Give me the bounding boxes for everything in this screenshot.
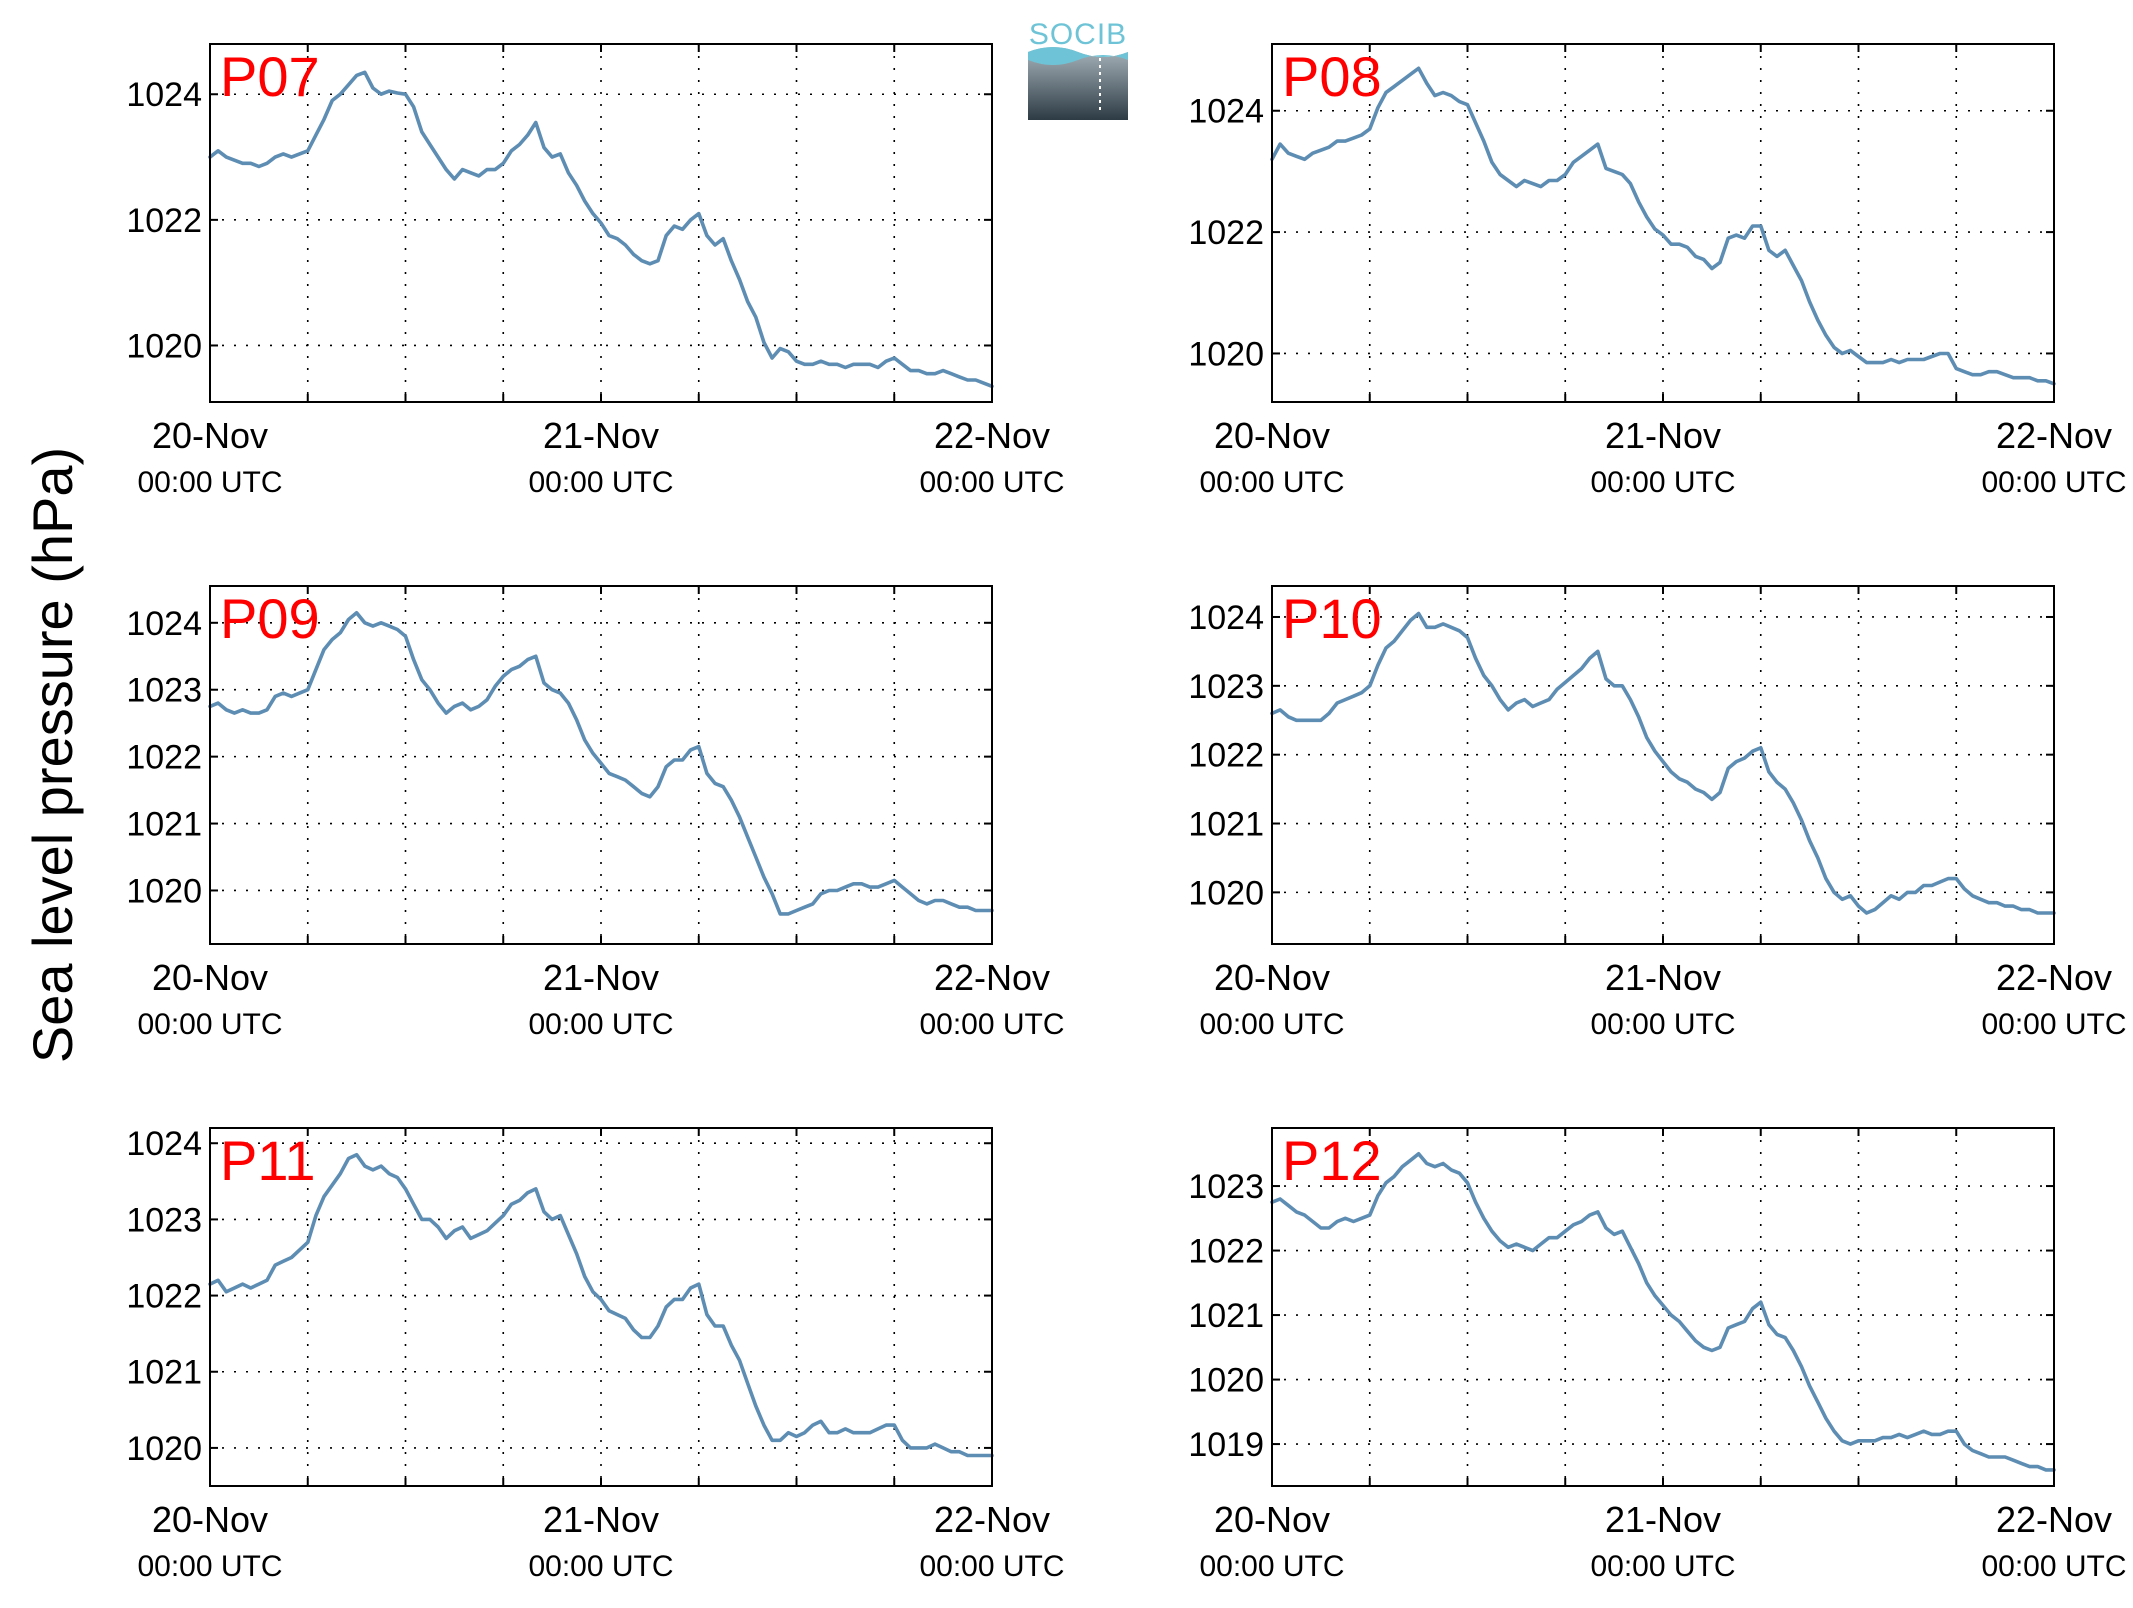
- y-tick-label: 1020: [1188, 1362, 1264, 1400]
- panel-title: P08: [1282, 45, 1382, 108]
- x-tick-label-time: 00:00 UTC: [528, 466, 673, 499]
- y-tick-label: 1020: [126, 872, 202, 910]
- socib-logo-text: SOCIB: [1029, 18, 1127, 51]
- x-tick-label-time: 00:00 UTC: [1981, 466, 2126, 499]
- x-tick-label-time: 00:00 UTC: [1590, 466, 1735, 499]
- x-tick-label-date: 20-Nov: [1214, 1499, 1330, 1540]
- y-tick-label: 1023: [126, 672, 202, 710]
- y-tick-label: 1023: [126, 1201, 202, 1239]
- series-line: [208, 1152, 994, 1458]
- x-tick-label-time: 00:00 UTC: [1199, 1550, 1344, 1583]
- y-tick-label: 1022: [126, 202, 202, 240]
- y-tick-label: 1019: [1188, 1426, 1264, 1464]
- x-tick-label-time: 00:00 UTC: [528, 1550, 673, 1583]
- y-tick-label: 1022: [1188, 737, 1264, 775]
- y-tick-label: 1021: [126, 806, 202, 844]
- y-tick-label: 1022: [1188, 1233, 1264, 1271]
- series-line: [1270, 1152, 2056, 1472]
- series-line: [1270, 611, 2056, 915]
- x-tick-label-time: 00:00 UTC: [528, 1008, 673, 1041]
- panel-title: P12: [1282, 1129, 1382, 1192]
- panel-title: P09: [220, 587, 320, 650]
- x-tick-label-time: 00:00 UTC: [1981, 1550, 2126, 1583]
- x-tick-label-time: 00:00 UTC: [919, 1550, 1064, 1583]
- x-tick-label-date: 22-Nov: [1996, 1499, 2112, 1540]
- series-line: [1270, 66, 2056, 386]
- x-tick-label-time: 00:00 UTC: [137, 466, 282, 499]
- x-tick-label-date: 20-Nov: [1214, 957, 1330, 998]
- x-tick-label-date: 21-Nov: [1605, 957, 1721, 998]
- y-tick-label: 1024: [126, 76, 202, 114]
- y-axis-label: Sea level pressure (hPa): [21, 447, 84, 1063]
- x-tick-label-time: 00:00 UTC: [1199, 1008, 1344, 1041]
- y-tick-label: 1022: [1188, 214, 1264, 252]
- x-tick-label-date: 20-Nov: [1214, 415, 1330, 456]
- y-tick-label: 1021: [1188, 1297, 1264, 1335]
- x-tick-label-date: 21-Nov: [543, 415, 659, 456]
- y-tick-label: 1024: [126, 1125, 202, 1163]
- x-tick-label-date: 22-Nov: [1996, 957, 2112, 998]
- x-tick-label-time: 00:00 UTC: [137, 1550, 282, 1583]
- y-tick-label: 1021: [126, 1354, 202, 1392]
- series-line: [208, 610, 994, 916]
- x-tick-label-date: 22-Nov: [934, 1499, 1050, 1540]
- socib-logo: SOCIB: [1028, 18, 1128, 120]
- panel-p10: 1020 1021 1022 1023 1024 20-Nov 00:00 UTC 21-No…: [1188, 585, 2127, 1041]
- axes-box: [1271, 585, 2055, 945]
- x-tick-label-time: 00:00 UTC: [919, 1008, 1064, 1041]
- y-tick-label: 1024: [126, 605, 202, 643]
- y-tick-label: 1022: [126, 739, 202, 777]
- x-tick-label-date: 20-Nov: [152, 957, 268, 998]
- x-tick-label-time: 00:00 UTC: [1590, 1550, 1735, 1583]
- y-tick-label: 1024: [1188, 599, 1264, 637]
- y-tick-label: 1023: [1188, 1168, 1264, 1206]
- x-tick-label-time: 00:00 UTC: [919, 466, 1064, 499]
- x-tick-label-date: 20-Nov: [152, 415, 268, 456]
- y-tick-label: 1022: [126, 1278, 202, 1316]
- panel-p07: 1020 1022 1024 20-Nov 00:00 UTC 21-Nov 00:00 U…: [126, 43, 1065, 499]
- y-tick-label: 1024: [1188, 93, 1264, 131]
- y-tick-label: 1021: [1188, 806, 1264, 844]
- x-tick-label-date: 21-Nov: [1605, 415, 1721, 456]
- panel-p11: 1020 1021 1022 1023 1024 20-Nov 00:00 UTC 21-No…: [126, 1125, 1064, 1583]
- y-tick-label: 1020: [1188, 335, 1264, 373]
- x-tick-label-date: 22-Nov: [934, 415, 1050, 456]
- y-tick-label: 1020: [126, 1430, 202, 1468]
- x-tick-label-date: 22-Nov: [1996, 415, 2112, 456]
- y-tick-label: 1020: [1188, 874, 1264, 912]
- x-tick-label-time: 00:00 UTC: [1590, 1008, 1735, 1041]
- x-tick-label-date: 21-Nov: [543, 957, 659, 998]
- x-tick-label-date: 22-Nov: [934, 957, 1050, 998]
- panel-p08: 1020 1022 1024 20-Nov 00:00 UTC 21-Nov 00:00 U…: [1188, 43, 2127, 499]
- x-tick-label-time: 00:00 UTC: [1199, 466, 1344, 499]
- x-tick-label-time: 00:00 UTC: [137, 1008, 282, 1041]
- series-line: [208, 70, 994, 389]
- y-tick-label: 1020: [126, 327, 202, 365]
- y-tick-label: 1023: [1188, 668, 1264, 706]
- socib-logo-wave: [1028, 47, 1128, 120]
- panel-title: P07: [220, 45, 320, 108]
- x-tick-label-date: 20-Nov: [152, 1499, 268, 1540]
- x-tick-label-date: 21-Nov: [1605, 1499, 1721, 1540]
- x-tick-label-time: 00:00 UTC: [1981, 1008, 2126, 1041]
- panel-p09: 1020 1021 1022 1023 1024 20-Nov 00:00 UTC 21-No…: [126, 585, 1065, 1041]
- x-tick-label-date: 21-Nov: [543, 1499, 659, 1540]
- axes-box: [1271, 43, 2055, 403]
- panel-title: P10: [1282, 587, 1382, 650]
- panel-p12: 1019 1020 1021 1022 1023 20-Nov 00:00 UTC 21-No…: [1188, 1127, 2127, 1583]
- panel-title: P11: [220, 1129, 315, 1192]
